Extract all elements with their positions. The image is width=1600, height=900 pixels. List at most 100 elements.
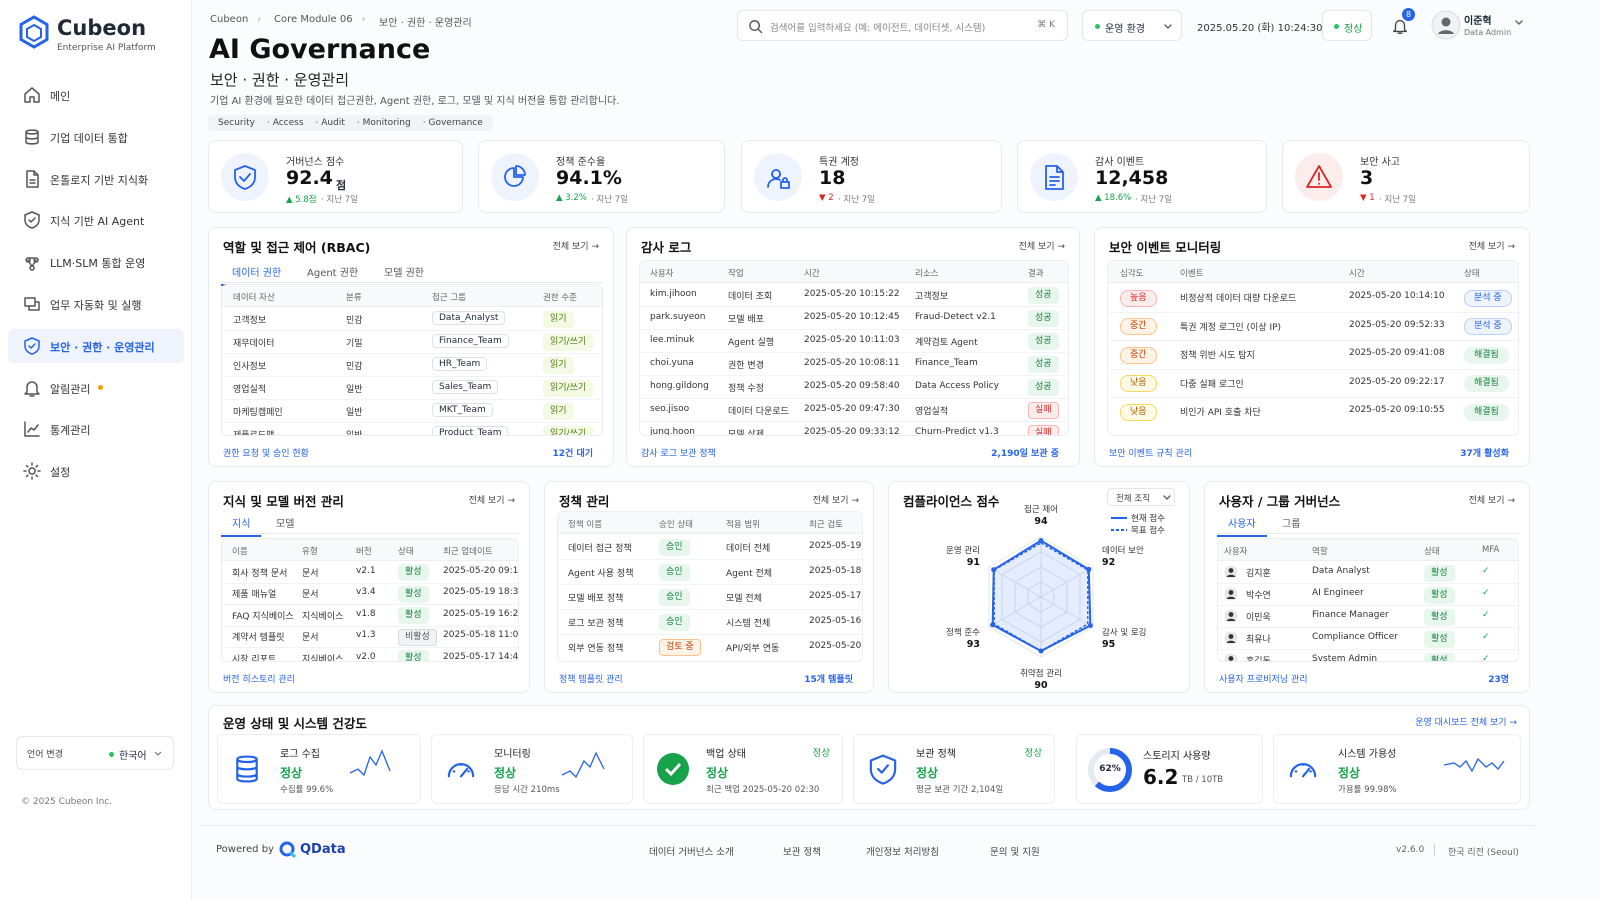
- nav-label: 보안 · 권한 · 운영관리: [50, 340, 155, 354]
- footer-link[interactable]: 감사 로그 보관 정책: [641, 449, 716, 459]
- user-role: Data Admin: [1464, 28, 1512, 37]
- kpi-unit: 점: [336, 179, 347, 192]
- nav-item[interactable]: LLM·SLM 통합 운영: [8, 245, 184, 279]
- icon-path: [749, 20, 763, 34]
- panel-title: 보안 이벤트 모니터링: [1109, 240, 1222, 255]
- row-divider: [1108, 311, 1518, 313]
- environment-select[interactable]: 운영 환경: [1082, 10, 1182, 41]
- tab[interactable]: 모델 권한: [384, 268, 424, 279]
- footer-link[interactable]: 권한 요청 및 승인 현황: [223, 449, 309, 459]
- table-cell: v2.1: [356, 565, 376, 576]
- user-menu[interactable]: 이준혁 Data Admin: [1430, 8, 1530, 42]
- axis-label: 데이터 보안: [1102, 545, 1144, 556]
- table-cell: Data Access Policy: [915, 380, 999, 391]
- nav-item[interactable]: 업무 자동화 및 실행: [8, 287, 184, 321]
- nav-item[interactable]: 알림관리: [8, 371, 184, 405]
- storage-value: 6.2: [1143, 765, 1179, 789]
- row-divider: [1218, 649, 1518, 650]
- nav-item[interactable]: 통계관리: [8, 412, 184, 446]
- table-header-bg: [222, 285, 602, 307]
- footer-link[interactable]: 보안 이벤트 규칙 관리: [1109, 449, 1193, 459]
- footer-link[interactable]: 보관 정책: [783, 847, 821, 858]
- search-box[interactable]: 검색어를 입력하세요 (예: 에이전트, 데이터셋, 시스템) ⌘ K: [737, 10, 1068, 41]
- table-cell: 문서: [302, 633, 319, 644]
- table-cell: 영업실적: [233, 384, 267, 395]
- status-badge: 검토 중: [659, 639, 701, 656]
- table-cell: 시스템 전체: [726, 618, 771, 629]
- search-placeholder: 검색어를 입력하세요 (예: 에이전트, 데이터셋, 시스템): [770, 23, 986, 34]
- notification-count: 8: [1402, 8, 1415, 21]
- icon-path: [1163, 495, 1171, 500]
- view-all[interactable]: 전체 보기: [1469, 239, 1515, 252]
- view-all[interactable]: 전체 보기: [1019, 239, 1065, 252]
- nav-item[interactable]: 보안 · 권한 · 운영관리: [8, 328, 184, 363]
- footer-link[interactable]: 개인정보 처리방침: [866, 847, 939, 858]
- icon-path: [23, 462, 41, 480]
- donut-value: [1088, 748, 1132, 792]
- footer-link[interactable]: 사용자 프로비저닝 관리: [1219, 675, 1308, 685]
- table-cell: 박수연: [1246, 591, 1271, 601]
- nav-item[interactable]: 메인: [8, 78, 184, 112]
- axis-value: 91: [967, 557, 980, 568]
- table-cell: 2025-05-20 10:14:10: [1349, 291, 1445, 302]
- ops-link[interactable]: 운영 대시보드 전체 보기: [1415, 715, 1517, 728]
- status-badge: 해결됨: [1464, 346, 1509, 364]
- footer-link[interactable]: 데이터 거버넌스 소개: [649, 847, 734, 858]
- tab[interactable]: 그룹: [1282, 519, 1301, 530]
- page-description: 기업 AI 환경에 필요한 데이터 접근권한, Agent 권한, 로그, 모델…: [210, 96, 620, 107]
- tab[interactable]: 지식: [221, 515, 262, 537]
- breadcrumb-item[interactable]: 보안 · 권한 · 운영관리: [379, 18, 472, 29]
- table-cell: 2025-05-20 10:08:11: [804, 357, 900, 368]
- nav-icon: [24, 87, 40, 103]
- ops-icon: [657, 753, 689, 785]
- tab[interactable]: 모델: [276, 519, 295, 530]
- notification-button[interactable]: 8: [1388, 8, 1415, 38]
- view-all[interactable]: 전체 보기: [813, 493, 859, 506]
- axis-label: 운영 관리: [946, 545, 980, 556]
- icon-path: [24, 211, 40, 230]
- table-cell: Finance_Team: [915, 357, 978, 368]
- breadcrumb-item[interactable]: Cubeon: [210, 14, 270, 25]
- table-cell: Agent 실행: [728, 337, 775, 348]
- panel-audit: 감사 로그 전체 보기사용자 작업 시간 리소스 결과 kim.jihoon 데이터 조회 20…: [626, 227, 1080, 467]
- breadcrumb-item[interactable]: Core Module 06: [274, 14, 375, 25]
- view-all[interactable]: 전체 보기: [1469, 493, 1515, 506]
- sparkline-path: [562, 751, 605, 779]
- nav-item[interactable]: 기업 데이터 통합: [8, 120, 184, 154]
- nav-label: 통계관리: [50, 424, 91, 438]
- chart-filter[interactable]: 전체 조직: [1107, 488, 1175, 506]
- language-select[interactable]: 언어 변경 한국어: [16, 736, 174, 770]
- view-all[interactable]: 전체 보기: [553, 239, 599, 252]
- nav-item[interactable]: 지식 기반 AI Agent: [8, 203, 184, 237]
- compliance-card: 컴플라이언스 점수 전체 조직 현재 점수 목표 점수 접근 제어 94 데이터 보안 92 감…: [888, 481, 1190, 693]
- tab[interactable]: 사용자: [1217, 515, 1267, 537]
- table-header-bg: [558, 512, 862, 534]
- table-cell: 민감: [346, 315, 363, 326]
- tab[interactable]: Agent 권한: [307, 268, 359, 279]
- nav-label: 설정: [50, 466, 71, 480]
- avatar-head: [1228, 656, 1234, 661]
- status-badge: 활성: [1424, 586, 1455, 604]
- column-header: 상태: [1424, 547, 1440, 557]
- page-title: AI Governance: [209, 34, 431, 65]
- row-divider: [1108, 340, 1518, 341]
- view-all[interactable]: 전체 보기: [469, 493, 515, 506]
- table-cell: 시장 리포트: [232, 654, 277, 662]
- footer-link[interactable]: 버전 히스토리 관리: [223, 675, 295, 685]
- footer-link[interactable]: 정책 템플릿 관리: [559, 675, 623, 685]
- footer-link[interactable]: 문의 및 지원: [990, 847, 1040, 858]
- table: 이름 유형 버전 상태 최근 업데이트 회사 정책 문서 문서 v2.1 활성 2025-05-2…: [221, 538, 519, 662]
- icon-path: [869, 754, 897, 785]
- chart-title: 컴플라이언스 점수: [903, 494, 1000, 509]
- nav-item[interactable]: 설정: [8, 454, 184, 488]
- nav-item[interactable]: 온톨로지 기반 지식화: [8, 162, 184, 196]
- table-cell: 모델 전체: [726, 593, 762, 604]
- user-avatar: [1224, 587, 1238, 601]
- table-cell: Finance Manager: [1312, 610, 1389, 620]
- table-cell: Fraud-Detect v2.1: [915, 311, 996, 322]
- table-cell: v1.8: [356, 608, 376, 619]
- table-cell: 2025-05-17: [809, 590, 862, 601]
- table-cell: 비인가 API 호출 차단: [1180, 408, 1261, 419]
